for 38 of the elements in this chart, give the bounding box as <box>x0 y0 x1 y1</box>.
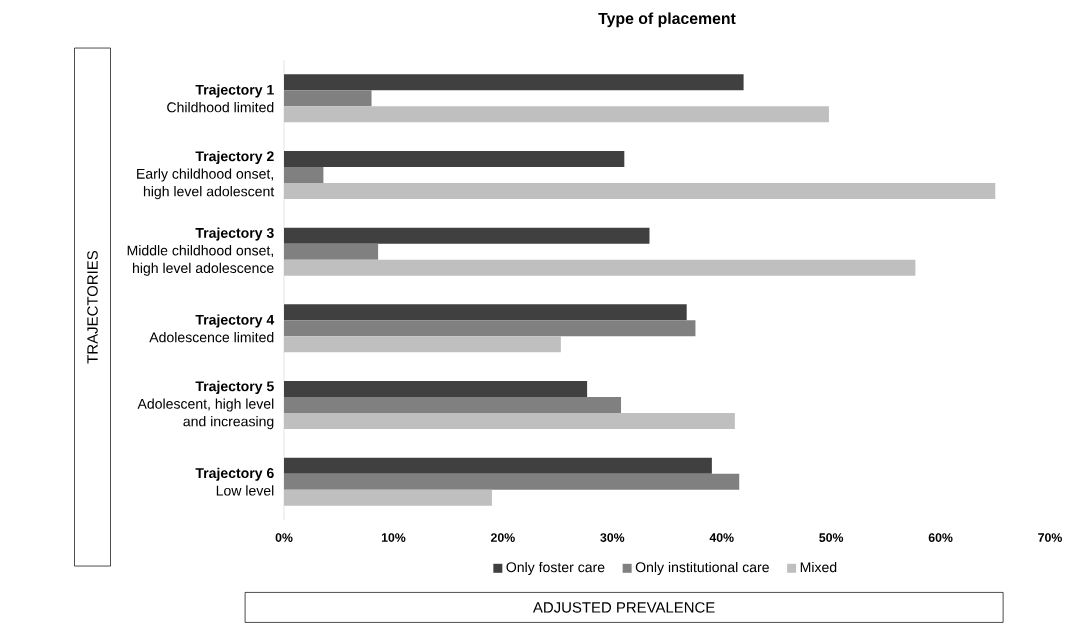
legend-label: Mixed <box>800 561 837 573</box>
x-tick-label: 70% <box>1038 533 1062 542</box>
bar <box>284 397 622 414</box>
bar <box>284 243 379 260</box>
bar <box>284 336 561 353</box>
x-axis-title: ADJUSTED PREVALENCE <box>532 602 715 613</box>
legend-label: Only institutional care <box>635 561 769 575</box>
chart-title: Type of placement <box>598 12 736 28</box>
bar <box>284 259 916 276</box>
y-tick-label: Trajectory 3 Middle childhood onset, high level adolescence <box>127 227 274 276</box>
x-tick-label: 50% <box>819 533 844 542</box>
y-tick-label: Trajectory 5 Adolescent, high level and increasing <box>137 380 274 430</box>
bar <box>284 227 650 244</box>
bar <box>284 320 696 337</box>
x-tick-label: 30% <box>600 533 625 542</box>
bar <box>284 457 712 474</box>
bar <box>284 413 735 430</box>
bar <box>284 90 372 107</box>
y-tick-label: Trajectory 4 Adolescence limited <box>149 314 275 343</box>
x-tick-label: 0% <box>275 533 293 542</box>
x-tick-label: 40% <box>709 533 734 542</box>
bar <box>284 74 744 91</box>
bar <box>284 381 588 398</box>
bar <box>284 183 996 200</box>
y-tick-label: Trajectory 1 Childhood limited <box>167 84 274 113</box>
bar <box>284 473 740 490</box>
x-tick-label: 10% <box>381 533 406 542</box>
x-tick-label: 20% <box>490 533 515 542</box>
bar <box>284 106 829 123</box>
y-axis-title: TRAJECTORIES <box>87 250 98 364</box>
bar <box>284 304 687 321</box>
x-tick-label: 60% <box>928 533 953 542</box>
bar <box>284 489 492 506</box>
bar <box>284 151 625 168</box>
legend-label: Only foster care <box>506 561 605 575</box>
y-tick-label: Trajectory 6 Low level <box>195 467 274 496</box>
bar <box>284 167 324 184</box>
y-tick-label: Trajectory 2 Early childhood onset, high level adolescent <box>137 150 275 200</box>
